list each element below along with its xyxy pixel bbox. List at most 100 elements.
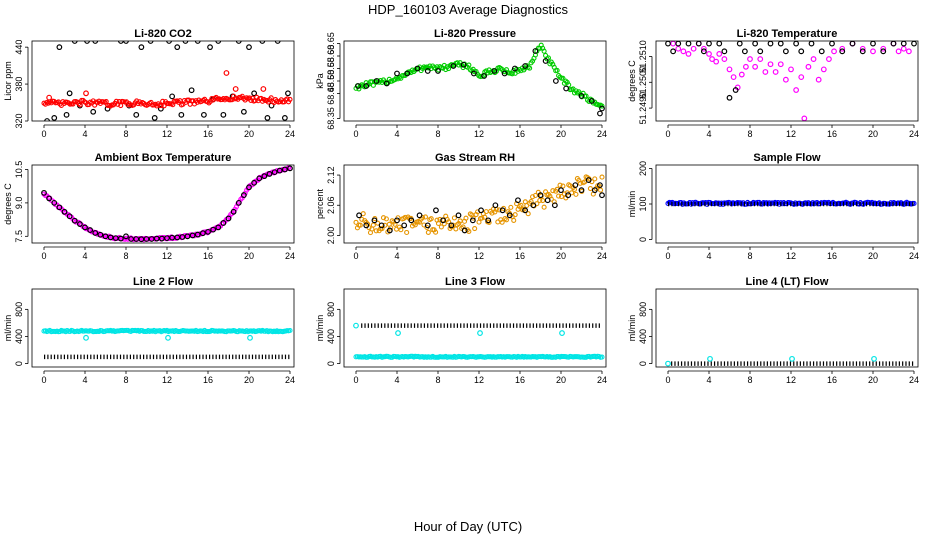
li-820-pressure-black-point: [424, 68, 431, 74]
li-820-pressure-y-tick-label: 68.60: [326, 45, 336, 68]
li-820-temperature-magenta-point: [757, 56, 764, 62]
ambient-box-temperature-black-point: [215, 224, 222, 231]
li-820-temperature-title: Li-820 Temperature: [737, 28, 838, 40]
gas-stream-rh-orange-point: [433, 229, 439, 235]
gas-stream-rh-orange-point: [573, 191, 579, 197]
li-820-pressure-black-point: [373, 78, 380, 84]
panel-line-3-flow: Line 3 Flow ml/min 0 4 8 12 16 20 24 0 400 800: [315, 276, 607, 385]
line-2-flow-x-tick-label: 4: [82, 375, 87, 385]
line-2-flow-y-tick-label: 800: [14, 302, 24, 317]
gas-stream-rh-orange-point: [482, 214, 488, 220]
gas-stream-rh-y-tick-label: 2.00: [326, 227, 336, 245]
ambient-box-temperature-series-magenta: [41, 165, 293, 243]
li-820-co2-red-point: [90, 98, 96, 104]
gas-stream-rh-orange-point: [551, 199, 557, 205]
li-820-pressure-black-point: [563, 85, 570, 92]
li-820-temperature-magenta-point: [670, 41, 677, 47]
li-820-temperature-magenta-point: [772, 69, 779, 75]
gas-stream-rh-orange-point: [499, 219, 505, 225]
li-820-co2-plot-area: [41, 41, 293, 121]
gas-stream-rh-x-axis: 0 4 8 12 16 20 24: [353, 246, 607, 261]
li-820-temperature-black-point: [741, 48, 748, 55]
gas-stream-rh-orange-point: [472, 225, 478, 232]
gas-stream-rh-orange-point: [550, 188, 556, 194]
li-820-temperature-x-tick-label: 12: [786, 129, 796, 139]
li-820-co2-black-point: [220, 111, 227, 118]
ambient-box-temperature-black-point: [251, 179, 258, 186]
li-820-temperature-magenta-point: [730, 74, 737, 81]
li-820-temperature-black-point: [798, 48, 805, 55]
li-820-pressure-black-point: [532, 48, 539, 54]
ambient-box-temperature-x-tick-label: 8: [123, 251, 128, 261]
gas-stream-rh-orange-point: [370, 222, 376, 228]
ambient-box-temperature-black-point: [61, 208, 68, 215]
ambient-box-temperature-black-point: [235, 199, 242, 206]
gas-stream-rh-x-tick-label: 12: [474, 251, 484, 261]
li-820-co2-black-point: [90, 108, 97, 115]
li-820-pressure-title: Li-820 Pressure: [434, 28, 516, 40]
li-820-co2-red-outlier: [260, 86, 267, 92]
panel-line-2-flow: Line 2 Flow ml/min 0 4 8 12 16 20 24 0 400 800: [3, 276, 295, 385]
li-820-pressure-green-point: [554, 67, 560, 73]
gas-stream-rh-orange-point: [521, 206, 527, 212]
li-820-pressure-green-point: [541, 48, 547, 54]
gas-stream-rh-black-point: [440, 217, 447, 224]
li-820-temperature-black-point: [782, 48, 789, 55]
li-820-temperature-black-point: [752, 41, 759, 47]
line-3-flow-y-axis: 0 400 800: [326, 302, 341, 366]
line-3-flow-series-cyan: [353, 322, 605, 360]
li-820-temperature-magenta-point: [706, 51, 712, 57]
gas-stream-rh-black-point: [394, 217, 400, 224]
line-4-lt-flow-cyan-point: [665, 360, 671, 367]
li-820-temperature-magenta-point: [690, 45, 697, 52]
gas-stream-rh-orange-point: [379, 226, 385, 232]
sample-flow-title: Sample Flow: [753, 152, 821, 164]
gas-stream-rh-orange-point: [537, 197, 543, 204]
li-820-temperature-black-point: [736, 41, 743, 47]
li-820-co2-red-point: [287, 96, 293, 102]
sample-flow-x-tick-label: 12: [786, 251, 796, 261]
li-820-co2-x-tick-label: 16: [203, 129, 213, 139]
gas-stream-rh-orange-point: [587, 186, 593, 192]
gas-stream-rh-orange-point: [557, 182, 563, 188]
li-820-temperature-black-point: [732, 87, 739, 93]
line-3-flow-y-label: ml/min: [315, 315, 325, 342]
panel-sample-flow: Sample Flow ml/min 0 4 8 12 16 20 24 0 100 200: [627, 152, 919, 261]
ambient-box-temperature-series-black: [41, 165, 293, 243]
line-2-flow-x-tick-label: 0: [41, 375, 46, 385]
gas-stream-rh-black-point: [371, 217, 378, 224]
li-820-pressure-green-point: [466, 62, 472, 68]
line-2-flow-frame: [31, 288, 295, 368]
li-820-pressure-y-label: kPa: [315, 73, 325, 89]
li-820-co2-series-red: [41, 70, 293, 109]
li-820-temperature-magenta-point: [738, 71, 745, 78]
ambient-box-temperature-black-point: [220, 220, 227, 226]
li-820-temperature-black-point: [685, 41, 692, 47]
li-820-temperature-magenta-point: [870, 48, 876, 55]
ambient-box-temperature-black-point: [240, 192, 247, 198]
gas-stream-rh-black-point: [416, 212, 423, 219]
gas-stream-rh-black-point: [544, 197, 551, 204]
line-2-flow-y-label: ml/min: [3, 315, 13, 342]
ambient-box-temperature-x-tick-label: 4: [82, 251, 87, 261]
li-820-temperature-magenta-point: [726, 66, 733, 73]
li-820-co2-black-point: [174, 44, 181, 51]
li-820-co2-black-point: [188, 87, 195, 94]
ambient-box-temperature-black-point: [281, 166, 288, 173]
ambient-box-temperature-black-point: [276, 167, 283, 174]
li-820-co2-black-point: [56, 44, 63, 51]
li-820-co2-x-tick-label: 24: [285, 129, 295, 139]
li-820-pressure-green-point: [545, 55, 552, 61]
li-820-pressure-black-point: [470, 70, 477, 77]
gas-stream-rh-frame: [343, 164, 607, 244]
ambient-box-temperature-black-point: [117, 235, 124, 242]
li-820-pressure-frame: [343, 40, 607, 122]
sample-flow-x-axis: 0 4 8 12 16 20 24: [665, 246, 919, 261]
panel-ambient-box-temperature: Ambient Box Temperature degrees C 0 4 8 12 16 2…: [3, 152, 295, 261]
gas-stream-rh-black-point: [558, 187, 564, 194]
sample-flow-plot-area: [665, 199, 917, 207]
gas-stream-rh-black-point: [356, 212, 362, 219]
ambient-box-temperature-black-point: [225, 215, 232, 222]
gas-stream-rh-black-point: [572, 182, 579, 189]
line-3-flow-cyan-outlier: [559, 330, 565, 336]
